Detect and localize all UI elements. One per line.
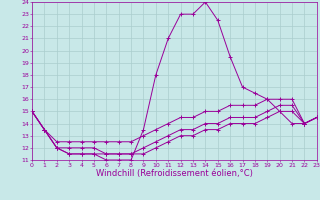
X-axis label: Windchill (Refroidissement éolien,°C): Windchill (Refroidissement éolien,°C) xyxy=(96,169,253,178)
